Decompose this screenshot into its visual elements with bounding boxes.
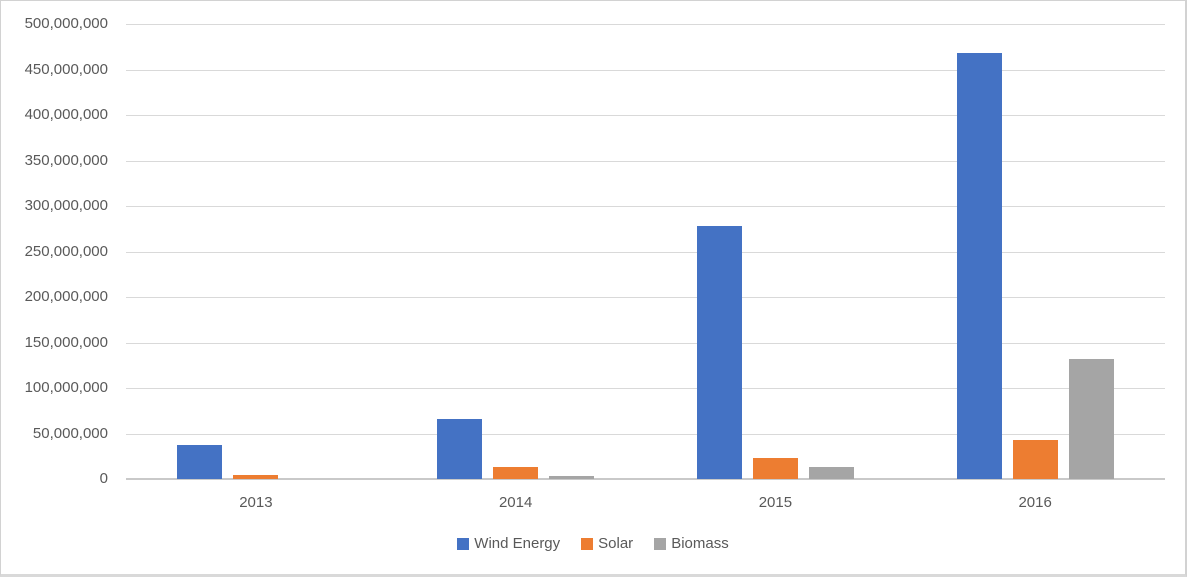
- gridline: [126, 206, 1165, 207]
- bar-group-2016: [905, 24, 1165, 479]
- bar-group-2015: [646, 24, 906, 479]
- y-tick-label: 300,000,000: [24, 197, 108, 214]
- x-tick-label-2013: 2013: [239, 494, 273, 511]
- plot-area: [126, 24, 1165, 480]
- legend-swatch-biomass: [654, 537, 667, 550]
- gridline: [126, 69, 1165, 71]
- x-tick-label-2014: 2014: [498, 494, 533, 511]
- y-tick-label: 500,000,000: [24, 15, 108, 32]
- legend-item-solar: Solar: [581, 535, 633, 552]
- y-tick-label: 50,000,000: [32, 424, 108, 442]
- legend-swatch-solar: [581, 537, 594, 550]
- gridline: [126, 115, 1165, 116]
- gridline: [126, 251, 1165, 253]
- y-tick-label: 450,000,000: [24, 60, 108, 78]
- legend-label: Biomass: [671, 535, 729, 552]
- bar-solar-2016: [1012, 439, 1058, 479]
- x-axis-line: [126, 478, 1165, 480]
- gridline: [126, 24, 1165, 25]
- x-tick-label-2016: 2016: [1018, 494, 1052, 511]
- legend-item-wind-energy: Wind Energy: [457, 535, 560, 552]
- legend-label: Wind Energy: [474, 535, 561, 552]
- bar-wind-energy-2013: [177, 445, 223, 479]
- x-axis: 2013 2014 2015 2016: [126, 493, 1165, 512]
- y-tick-label: 100,000,000: [24, 379, 108, 396]
- bar-wind-energy-2015: [696, 226, 742, 479]
- gridline: [126, 297, 1165, 298]
- bar-solar-2014: [493, 467, 539, 479]
- gridline: [126, 433, 1165, 435]
- bar-biomass-2015: [808, 467, 854, 479]
- x-tick-label-2015: 2015: [758, 494, 793, 511]
- y-tick-label: 250,000,000: [24, 242, 108, 260]
- y-tick-label: 200,000,000: [24, 288, 108, 305]
- gridline: [126, 342, 1165, 344]
- bar-groups: [126, 24, 1165, 479]
- bar-group-2013: [126, 24, 386, 479]
- legend: Wind Energy Solar Biomass: [1, 535, 1185, 552]
- bar-wind-energy-2016: [956, 53, 1002, 479]
- legend-item-biomass: Biomass: [654, 535, 729, 552]
- legend-swatch-wind-energy: [457, 537, 470, 550]
- y-tick-label: 0: [99, 470, 108, 487]
- y-tick-label: 350,000,000: [24, 151, 108, 169]
- bar-wind-energy-2014: [437, 418, 483, 479]
- gridline: [126, 388, 1165, 389]
- bar-biomass-2016: [1068, 358, 1114, 479]
- y-axis: 0 50,000,000 100,000,000 150,000,000 200,000…: [1, 15, 108, 487]
- bar-biomass-2014: [549, 475, 595, 479]
- legend-label: Solar: [598, 535, 634, 552]
- bar-group-2014: [386, 24, 646, 479]
- y-tick-label: 400,000,000: [24, 106, 108, 123]
- y-tick-label: 150,000,000: [24, 333, 108, 351]
- bar-solar-2015: [752, 458, 798, 479]
- gridline: [126, 160, 1165, 162]
- bar-solar-2013: [233, 475, 279, 479]
